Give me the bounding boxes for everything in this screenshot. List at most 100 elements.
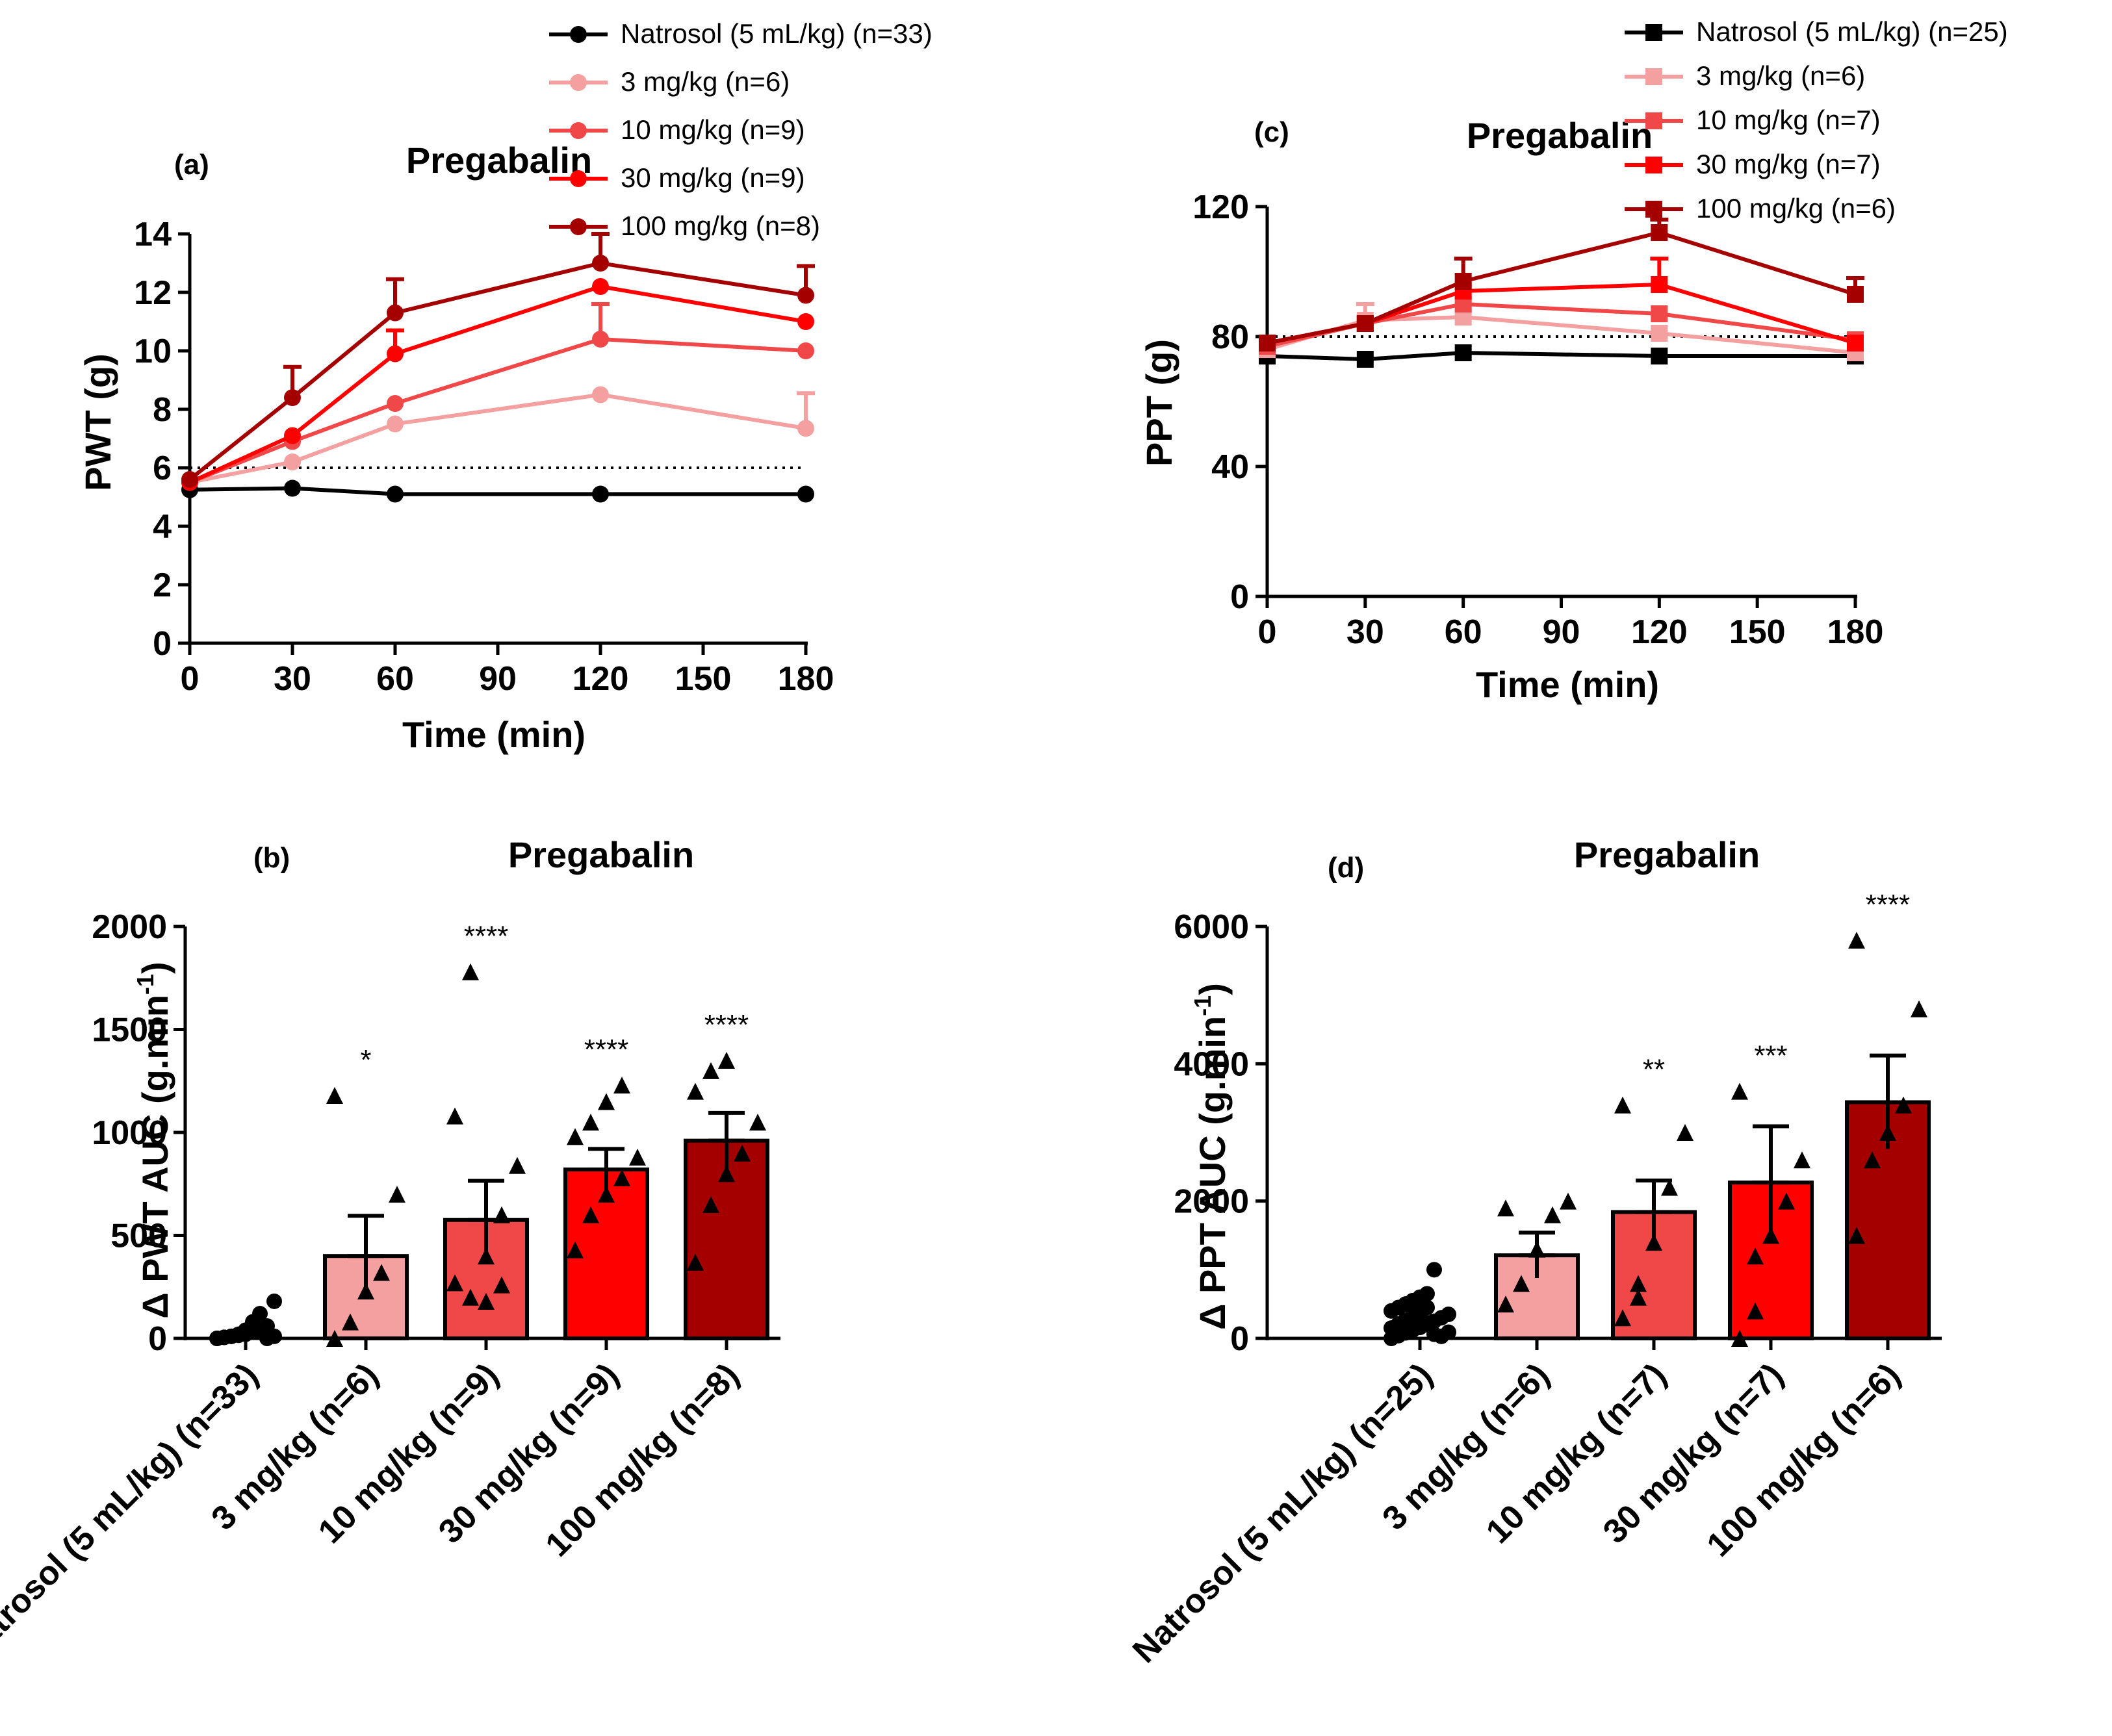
series-0: [181, 479, 814, 503]
series-3: [181, 278, 814, 491]
significance-label: *: [360, 1044, 371, 1076]
x-tick-label: 180: [1827, 613, 1884, 651]
data-point: [284, 453, 301, 470]
panel-b-bar-chart: (b) Pregabalin Δ PWT AUC (g.min-1) 0 500 1…: [0, 834, 780, 1670]
y-tick-label: 500: [110, 1218, 167, 1255]
data-point: [718, 1052, 735, 1069]
panel-a-x-axis-title: Time (min): [402, 714, 586, 755]
data-point: [1259, 335, 1276, 351]
data-point: [493, 1276, 510, 1294]
data-point: [1356, 351, 1374, 368]
y-tick-label: 12: [134, 274, 172, 312]
data-point: [613, 1077, 630, 1094]
y-tick-label: 0: [1230, 1320, 1249, 1358]
data-point: [1419, 1299, 1435, 1316]
y-tick-label: 0: [1230, 578, 1249, 616]
panel-d-y-axis-title: Δ PPT AUC (g.min-1): [1189, 983, 1233, 1330]
data-point: [702, 1195, 719, 1213]
data-point: [1762, 1227, 1779, 1244]
legend-marker: [1645, 112, 1662, 129]
x-tick-label: 150: [1729, 613, 1786, 651]
y-tick-label: 2: [153, 567, 172, 604]
y-tick-label: 0: [153, 625, 172, 663]
panel-b-letter: (b): [253, 842, 290, 874]
panel-a-plot-area: 0 30 60 90 120 150 180 0 2 4 6 8 10 12 14: [134, 216, 834, 698]
y-tick-label: 10: [134, 333, 172, 370]
data-point: [1848, 1227, 1865, 1244]
significance-label: **: [1643, 1054, 1665, 1086]
data-point: [1426, 1262, 1442, 1278]
data-point: [749, 1114, 766, 1131]
data-point: [1794, 1151, 1810, 1169]
data-point: [1879, 1124, 1896, 1141]
significance-label: ****: [464, 921, 509, 952]
data-point: [462, 1288, 479, 1306]
data-point: [1614, 1309, 1631, 1327]
panel-a-letter: (a): [174, 149, 209, 181]
data-point: [797, 313, 814, 330]
panel-c-plot-area: 0 30 60 90 120 150 180 0 40 80 120: [1192, 188, 1883, 651]
data-point: [181, 471, 198, 488]
data-point: [1747, 1247, 1764, 1265]
legend-marker: [570, 26, 587, 43]
panel-c-x-axis-title: Time (min): [1476, 664, 1659, 705]
legend-label: Natrosol (5 mL/kg) (n=33): [621, 18, 933, 49]
data-point: [613, 1169, 630, 1186]
data-point: [1651, 276, 1668, 293]
data-point: [592, 255, 609, 272]
data-point: [1651, 325, 1668, 342]
y-tick-label: 2000: [1174, 1183, 1249, 1221]
data-point: [446, 1107, 463, 1125]
panel-a-line-chart: (a) Pregabalin Time (min) PWT (g) 0 30 60 9…: [77, 18, 933, 755]
legend-label: 100 mg/kg (n=8): [621, 211, 820, 241]
y-tick-label: 14: [134, 216, 172, 253]
legend-marker: [1645, 201, 1662, 218]
data-point: [797, 485, 814, 503]
data-point: [1441, 1307, 1456, 1323]
legend-label: 10 mg/kg (n=7): [1696, 105, 1881, 135]
data-point: [1513, 1275, 1530, 1292]
panel-c-line-chart: (c) Pregabalin Time (min) PPT (g) 0 30 60 9…: [1139, 16, 2008, 705]
data-point: [1614, 1096, 1631, 1114]
panel-d-bar-chart: (d) Pregabalin Δ PPT AUC (g.min-1) 0 2000…: [1126, 834, 1942, 1670]
data-point: [592, 485, 609, 503]
x-tick-label: 30: [1346, 613, 1384, 651]
legend-label: Natrosol (5 mL/kg) (n=25): [1696, 16, 2008, 47]
data-point: [342, 1313, 359, 1331]
data-point: [478, 1292, 495, 1310]
data-point: [687, 1253, 704, 1271]
data-point: [1560, 1192, 1577, 1210]
data-point: [687, 1082, 704, 1100]
data-point: [1895, 1096, 1912, 1114]
data-point: [1778, 1192, 1795, 1210]
data-point: [1651, 224, 1668, 241]
data-point: [797, 342, 814, 359]
x-tick-label: 120: [573, 660, 629, 698]
y-tick-label: 6000: [1174, 908, 1249, 946]
panel-c-legend: Natrosol (5 mL/kg) (n=25) 3 mg/kg (n=6) 10…: [1625, 16, 2008, 223]
legend-marker: [1645, 68, 1662, 85]
legend-label: 3 mg/kg (n=6): [621, 66, 790, 97]
significance-label: ****: [1866, 889, 1911, 921]
legend-label: 10 mg/kg (n=9): [621, 114, 805, 145]
x-tick-label: 0: [1258, 613, 1277, 651]
data-point: [373, 1264, 390, 1281]
y-tick-label: 80: [1211, 318, 1249, 356]
significance-label: ****: [704, 1009, 749, 1041]
data-point: [284, 389, 301, 406]
x-tick-label: 120: [1631, 613, 1688, 651]
bar-group-0: Natrosol (5 mL/kg) (n=25): [1126, 1262, 1456, 1670]
data-point: [1651, 348, 1668, 364]
data-point: [389, 1186, 406, 1203]
data-point: [1747, 1302, 1764, 1320]
data-point: [1661, 1179, 1678, 1196]
series-4: [181, 232, 815, 488]
data-point: [1497, 1296, 1514, 1313]
panel-b-y-axis-title: Δ PWT AUC (g.min-1): [132, 962, 175, 1318]
panel-a-title: Pregabalin: [406, 140, 592, 181]
data-point: [702, 1062, 719, 1079]
panel-d-title: Pregabalin: [1574, 834, 1760, 875]
x-tick-label: 30: [274, 660, 311, 698]
